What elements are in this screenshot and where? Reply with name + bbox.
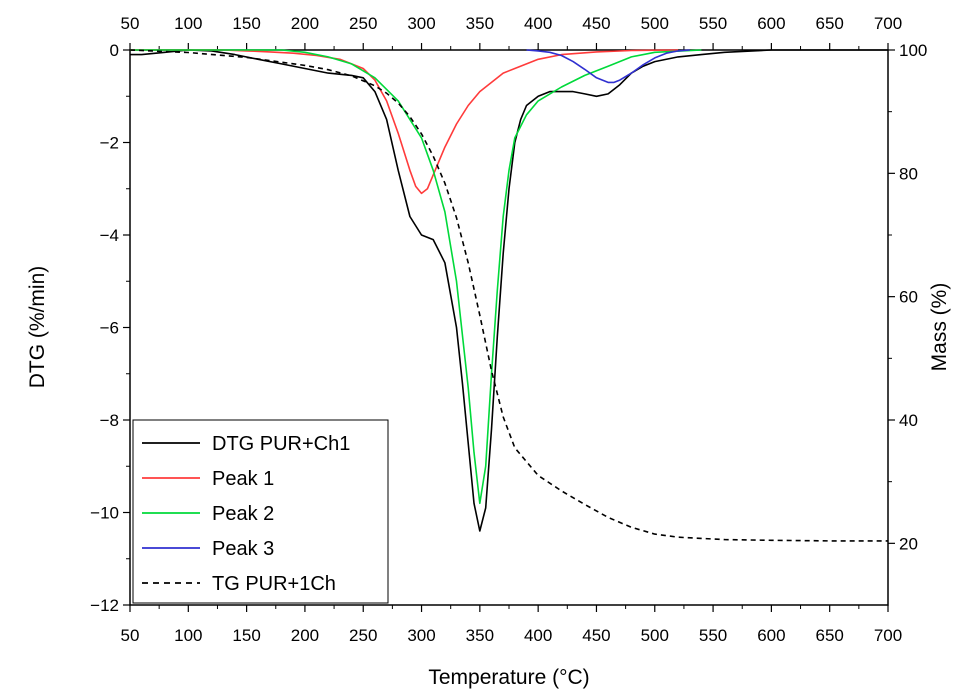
legend-items: DTG PUR+Ch1 Peak 1 Peak 2 Peak 3 TG PUR+1Ch xyxy=(142,433,350,595)
x-tick-label-top: 450 xyxy=(582,14,610,33)
y-left-tick-label: −6 xyxy=(100,319,119,338)
x-tick-label-top: 500 xyxy=(641,14,669,33)
y-right-tick-label: 60 xyxy=(899,288,918,307)
x-tick-label-bottom: 100 xyxy=(174,626,202,645)
y-left-tick-label: −4 xyxy=(100,226,119,245)
x-tick-label-top: 150 xyxy=(232,14,260,33)
x-tick-label-bottom: 200 xyxy=(291,626,319,645)
x-tick-label-bottom: 400 xyxy=(524,626,552,645)
x-tick-label-top: 200 xyxy=(291,14,319,33)
y-left-tick-label: −8 xyxy=(100,411,119,430)
x-axis-title: Temperature (°C) xyxy=(428,666,589,689)
x-tick-label-bottom: 150 xyxy=(232,626,260,645)
y-left-tick-label: −10 xyxy=(90,504,119,523)
x-tick-label-bottom: 450 xyxy=(582,626,610,645)
x-tick-label-bottom: 500 xyxy=(641,626,669,645)
legend-label-3: Peak 2 xyxy=(212,503,274,525)
x-tick-label-top: 600 xyxy=(757,14,785,33)
series-line-5 xyxy=(129,49,888,542)
y-left-tick-label: 0 xyxy=(110,41,119,60)
x-tick-label-top: 650 xyxy=(816,14,844,33)
x-tick-label-top: 250 xyxy=(349,14,377,33)
legend: DTG PUR+Ch1 Peak 1 Peak 2 Peak 3 TG PUR+1Ch xyxy=(132,419,389,604)
legend-box xyxy=(132,419,389,604)
x-tick-label-bottom: 350 xyxy=(466,626,494,645)
y-right-tick-label: 20 xyxy=(899,534,918,553)
x-tick-label-top: 300 xyxy=(407,14,435,33)
x-tick-label-bottom: 550 xyxy=(699,626,727,645)
series-line-2 xyxy=(130,49,679,195)
x-tick-label-top: 400 xyxy=(524,14,552,33)
x-tick-label-top: 100 xyxy=(174,14,202,33)
x-tick-label-bottom: 600 xyxy=(757,626,785,645)
legend-label-1: DTG PUR+Ch1 xyxy=(212,433,350,455)
tick-labels: 5050100100150150200200250250300300350350… xyxy=(90,14,927,645)
legend-label-4: Peak 3 xyxy=(212,538,274,560)
y-axis-left-title: DTG (%/min) xyxy=(26,266,49,389)
y-left-tick-label: −12 xyxy=(90,596,119,615)
y-right-tick-label: 40 xyxy=(899,411,918,430)
series-lines xyxy=(129,49,888,542)
x-tick-label-bottom: 50 xyxy=(121,626,140,645)
x-tick-label-top: 550 xyxy=(699,14,727,33)
x-tick-label-bottom: 650 xyxy=(816,626,844,645)
y-axis-right-title: Mass (%) xyxy=(928,283,951,372)
x-tick-label-top: 350 xyxy=(466,14,494,33)
legend-label-2: Peak 1 xyxy=(212,468,274,490)
series-line-3 xyxy=(130,49,702,505)
x-tick-label-bottom: 700 xyxy=(874,626,902,645)
y-right-tick-label: 100 xyxy=(899,41,927,60)
y-left-tick-label: −2 xyxy=(100,134,119,153)
series-line-4 xyxy=(526,49,690,84)
x-tick-label-bottom: 300 xyxy=(407,626,435,645)
x-tick-label-top: 50 xyxy=(121,14,140,33)
x-tick-label-bottom: 250 xyxy=(349,626,377,645)
x-tick-label-top: 700 xyxy=(874,14,902,33)
legend-label-5: TG PUR+1Ch xyxy=(212,573,336,595)
y-right-tick-label: 80 xyxy=(899,164,918,183)
